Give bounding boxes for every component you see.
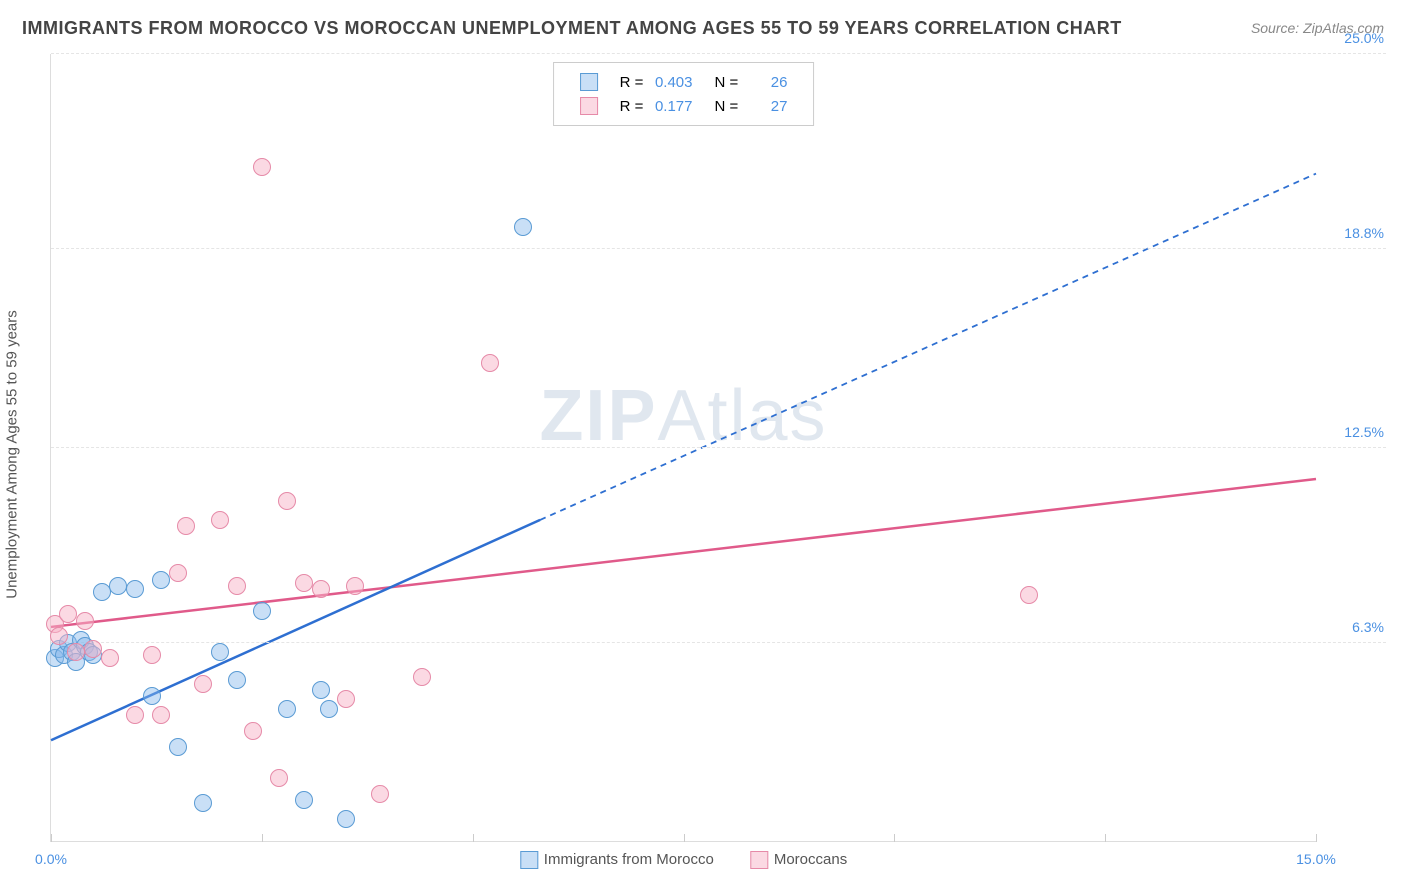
data-point-moroccans	[1020, 586, 1038, 604]
y-axis-label: Unemployment Among Ages 55 to 59 years	[4, 310, 21, 599]
data-point-moroccans	[244, 722, 262, 740]
data-point-moroccans	[194, 675, 212, 693]
x-max-label: 15.0%	[1296, 851, 1336, 867]
data-point-moroccans	[413, 668, 431, 686]
chart-title: IMMIGRANTS FROM MOROCCO VS MOROCCAN UNEM…	[22, 18, 1122, 39]
data-point-moroccans	[270, 769, 288, 787]
data-point-immigrants	[152, 571, 170, 589]
data-point-moroccans	[211, 511, 229, 529]
data-point-immigrants	[194, 794, 212, 812]
data-point-immigrants	[93, 583, 111, 601]
stats-table: R = 0.403N = 26R = 0.177N = 27	[568, 69, 800, 119]
data-point-immigrants	[126, 580, 144, 598]
y-tick-label: 18.8%	[1344, 225, 1384, 241]
series-legend: Immigrants from Morocco Moroccans	[502, 851, 865, 869]
x-tick	[1316, 834, 1317, 842]
legend-swatch-immigrants	[520, 851, 538, 869]
data-point-moroccans	[481, 354, 499, 372]
data-point-moroccans	[59, 605, 77, 623]
trend-lines-svg	[51, 54, 1316, 841]
y-tick-label: 25.0%	[1344, 30, 1384, 46]
data-point-immigrants	[228, 671, 246, 689]
data-point-immigrants	[312, 681, 330, 699]
legend-label-moroccans: Moroccans	[774, 851, 847, 868]
gridline	[51, 53, 1386, 54]
stat-R-label: R = 0.403	[610, 71, 703, 93]
gridline	[51, 642, 1386, 643]
legend-item-moroccans: Moroccans	[750, 851, 847, 868]
stat-N-value: 27	[742, 98, 787, 115]
data-point-moroccans	[253, 158, 271, 176]
data-point-moroccans	[346, 577, 364, 595]
data-point-moroccans	[228, 577, 246, 595]
legend-swatch-moroccans	[750, 851, 768, 869]
data-point-moroccans	[371, 785, 389, 803]
x-tick	[684, 834, 685, 842]
data-point-immigrants	[514, 218, 532, 236]
data-point-immigrants	[253, 602, 271, 620]
gridline	[51, 248, 1386, 249]
x-min-label: 0.0%	[35, 851, 67, 867]
data-point-moroccans	[312, 580, 330, 598]
swatch-immigrants	[580, 73, 598, 91]
x-tick	[262, 834, 263, 842]
data-point-moroccans	[76, 612, 94, 630]
data-point-moroccans	[177, 517, 195, 535]
data-point-immigrants	[169, 738, 187, 756]
data-point-moroccans	[101, 649, 119, 667]
stats-row-immigrants: R = 0.403N = 26	[570, 71, 798, 93]
stat-R-value: 0.177	[648, 98, 693, 115]
data-point-immigrants	[143, 687, 161, 705]
x-tick	[1105, 834, 1106, 842]
legend-item-immigrants: Immigrants from Morocco	[520, 851, 714, 868]
data-point-immigrants	[211, 643, 229, 661]
swatch-moroccans	[580, 97, 598, 115]
stats-row-moroccans: R = 0.177N = 27	[570, 95, 798, 117]
y-tick-label: 6.3%	[1352, 619, 1384, 635]
data-point-immigrants	[295, 791, 313, 809]
x-tick	[894, 834, 895, 842]
data-point-immigrants	[109, 577, 127, 595]
data-point-moroccans	[169, 564, 187, 582]
data-point-immigrants	[337, 810, 355, 828]
x-tick	[473, 834, 474, 842]
data-point-moroccans	[143, 646, 161, 664]
gridline	[51, 447, 1386, 448]
data-point-moroccans	[50, 627, 68, 645]
stat-R-value: 0.403	[648, 74, 693, 91]
data-point-moroccans	[67, 643, 85, 661]
stat-N-label: N = 26	[705, 71, 798, 93]
stat-N-value: 26	[742, 74, 787, 91]
plot-area: ZIPAtlas R = 0.403N = 26R = 0.177N = 27 …	[50, 54, 1316, 842]
data-point-moroccans	[84, 640, 102, 658]
stat-N-label: N = 27	[705, 95, 798, 117]
x-tick	[51, 834, 52, 842]
stats-legend: R = 0.403N = 26R = 0.177N = 27	[553, 62, 815, 126]
data-point-moroccans	[278, 492, 296, 510]
legend-label-immigrants: Immigrants from Morocco	[544, 851, 714, 868]
data-point-immigrants	[278, 700, 296, 718]
data-point-moroccans	[337, 690, 355, 708]
data-point-immigrants	[320, 700, 338, 718]
data-point-moroccans	[126, 706, 144, 724]
data-point-moroccans	[295, 574, 313, 592]
y-tick-label: 12.5%	[1344, 424, 1384, 440]
stat-R-label: R = 0.177	[610, 95, 703, 117]
data-point-moroccans	[152, 706, 170, 724]
